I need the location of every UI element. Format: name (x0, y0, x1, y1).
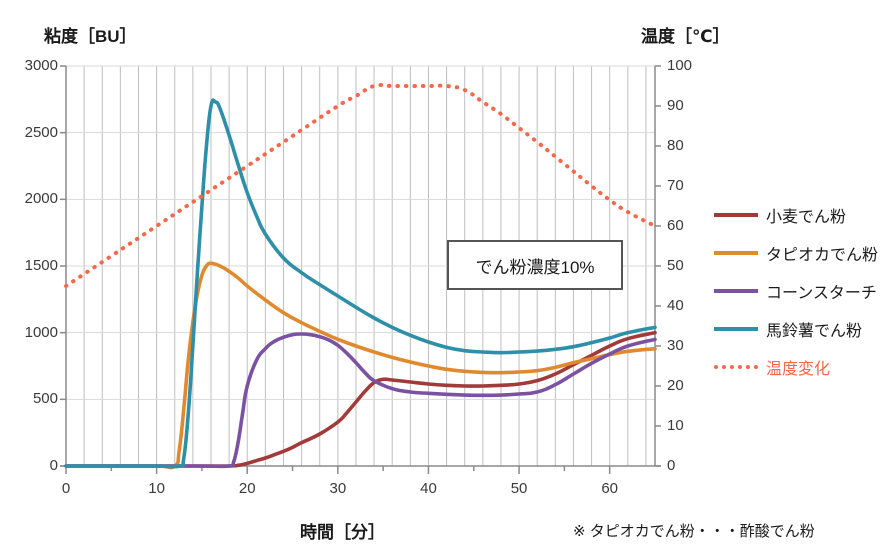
x-tick-20: 20 (238, 480, 256, 497)
y-left-tick-0: 0 (49, 457, 58, 474)
legend-item-0[interactable]: 小麦でん粉 (714, 196, 878, 234)
y-axis-left-title: 粘度［BU］ (44, 27, 137, 46)
legend-swatch-0-icon (714, 213, 758, 217)
legend-label-3: 馬鈴薯でん粉 (766, 323, 863, 340)
data-series (64, 83, 657, 470)
x-tick-30: 30 (329, 480, 347, 497)
series-line-2 (64, 332, 657, 469)
legend-swatch-4-icon (714, 365, 758, 369)
y-left-tick-2500: 2500 (24, 123, 58, 141)
y-right-tick-10: 10 (667, 417, 684, 434)
legend-item-3[interactable]: 馬鈴薯でん粉 (714, 310, 878, 348)
x-tick-50: 50 (510, 480, 528, 497)
series-line-0 (64, 330, 657, 468)
legend-item-4[interactable]: 温度変化 (714, 348, 878, 386)
y-right-tick-60: 60 (667, 217, 684, 234)
y-left-tick-1500: 1500 (24, 257, 58, 274)
annotation-box: でん粉濃度10% (447, 240, 623, 290)
legend-swatch-2-icon (714, 289, 758, 293)
footnote-text: ※ タピオカでん粉・・・酢酸でん粉 (573, 523, 815, 540)
legend-swatch-3-icon (714, 327, 758, 331)
legend-swatch-1-icon (714, 251, 758, 255)
y-right-tick-100: 100 (667, 57, 693, 74)
legend-item-1[interactable]: タピオカでん粉 (714, 234, 878, 272)
y-right-tick-90: 90 (667, 97, 684, 114)
y-left-tick-500: 500 (32, 390, 58, 408)
y-right-tick-30: 30 (667, 337, 684, 354)
legend-label-4: 温度変化 (766, 361, 831, 378)
y-right-tick-0: 0 (667, 457, 676, 474)
y-right-tick-80: 80 (667, 137, 684, 154)
x-tick-0: 0 (61, 480, 71, 497)
series-line-4 (64, 83, 657, 288)
y-right-tick-70: 70 (667, 177, 684, 194)
legend-item-2[interactable]: コーンスターチ (714, 272, 878, 310)
y-left-tick-3000: 3000 (24, 57, 58, 74)
legend-label-2: コーンスターチ (766, 285, 877, 302)
y-right-tick-50: 50 (667, 257, 684, 274)
series-line-1 (64, 261, 657, 470)
x-tick-40: 40 (420, 480, 437, 497)
series-line-3 (64, 98, 657, 469)
annotation-text: でん粉濃度10% (475, 257, 595, 277)
legend-label-0: 小麦でん粉 (766, 209, 847, 226)
y-right-tick-20: 20 (667, 377, 684, 394)
legend-label-1: タピオカでん粉 (766, 247, 879, 264)
x-tick-10: 10 (148, 480, 165, 497)
chart-legend: 小麦でん粉タピオカでん粉 コーンスターチ 馬鈴薯でん粉 温度変化 (714, 196, 878, 386)
x-axis-title: 時間［分］ (300, 523, 385, 542)
y-left-tick-2000: 2000 (24, 190, 58, 208)
x-tick-60: 60 (601, 480, 619, 497)
y-right-tick-40: 40 (667, 297, 684, 314)
y-left-tick-1000: 1000 (24, 323, 58, 341)
y-axis-right-title: 温度［℃］ (641, 27, 730, 46)
